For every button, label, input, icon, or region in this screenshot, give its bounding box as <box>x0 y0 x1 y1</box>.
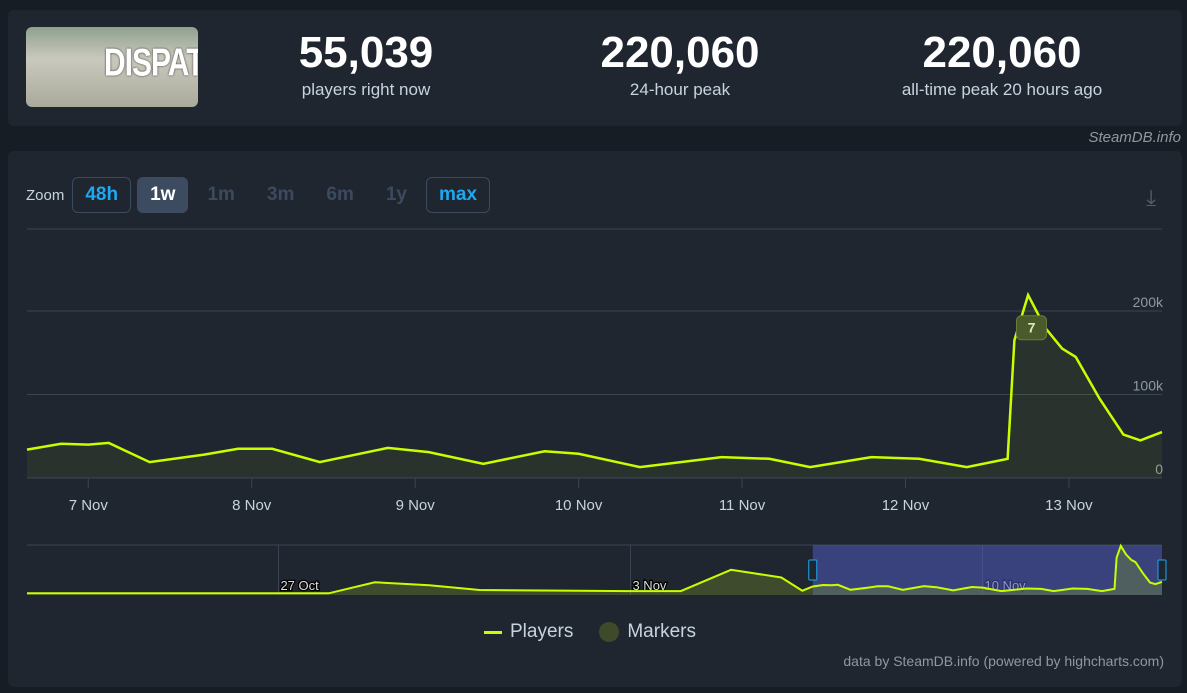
y-tick-label: 200k <box>1133 294 1164 310</box>
y-tick-label: 0 <box>1155 461 1163 477</box>
zoom-button-1m[interactable]: 1m <box>207 184 235 205</box>
steamdb-credit[interactable]: SteamDB.info <box>1088 129 1181 146</box>
players-area <box>27 295 1162 478</box>
x-tick-label: 9 Nov <box>396 497 436 514</box>
players-line <box>26 291 1163 469</box>
zoom-button-1y[interactable]: 1y <box>385 184 407 205</box>
x-tick-label: 13 Nov <box>1045 497 1093 514</box>
x-tick-label: 11 Nov <box>719 497 766 514</box>
x-tick-label: 8 Nov <box>232 497 272 514</box>
stats-header: DISPATCH 55,039 players right now 220,060… <box>8 10 1182 126</box>
zoom-selector: Zoom 48h 1w 1m 3m 6m 1y max <box>26 177 491 213</box>
x-tick-label: 12 Nov <box>882 497 930 514</box>
stat-current: 55,039 players right now <box>256 28 476 100</box>
marker-badge <box>1015 315 1047 341</box>
game-logo[interactable]: DISPATCH <box>26 27 198 107</box>
download-icon[interactable]: ⤓ <box>1146 185 1156 210</box>
navigator-handle[interactable] <box>808 559 818 581</box>
zoom-button-max[interactable]: max <box>426 177 491 213</box>
navigator-handle[interactable] <box>1157 559 1167 581</box>
stat-value: 55,039 <box>298 28 434 77</box>
marker-label: 7 <box>1028 320 1036 336</box>
x-tick-label: 10 Nov <box>555 497 603 514</box>
chart-credit[interactable]: data by SteamDB.info (powered by highcha… <box>843 653 1164 669</box>
stat-value: 220,060 <box>600 28 760 77</box>
legend: Players Markers <box>484 621 696 643</box>
stat-label: players right now <box>301 80 431 99</box>
stat-value: 220,060 <box>922 28 1082 77</box>
zoom-button-3m[interactable]: 3m <box>266 184 295 205</box>
legend-players[interactable]: Players <box>484 621 573 643</box>
zoom-button-1w[interactable]: 1w <box>137 177 189 213</box>
player-chart[interactable]: 0 100k 200k 7 Nov 8 Nov 9 Nov 10 Nov 11 Nov 12 N… <box>8 151 1182 687</box>
stat-alltime-peak: 220,060 all-time peak 20 hours ago <box>862 28 1142 100</box>
zoom-label: Zoom <box>26 186 65 204</box>
y-tick-label: 100k <box>1133 378 1164 394</box>
zoom-button-48h[interactable]: 48h <box>72 177 132 213</box>
navigator-tick-label: 27 Oct <box>280 578 319 593</box>
stat-label: 24-hour peak <box>629 80 731 99</box>
stat-24h-peak: 220,060 24-hour peak <box>570 28 790 100</box>
zoom-button-6m[interactable]: 6m <box>326 184 354 205</box>
navigator-line <box>27 543 1163 595</box>
stat-label: all-time peak 20 hours ago <box>901 80 1103 99</box>
x-tick-label: 7 Nov <box>69 497 109 514</box>
legend-markers[interactable]: Markers <box>599 621 696 643</box>
navigator-tick-label: 3 Nov <box>632 578 666 593</box>
